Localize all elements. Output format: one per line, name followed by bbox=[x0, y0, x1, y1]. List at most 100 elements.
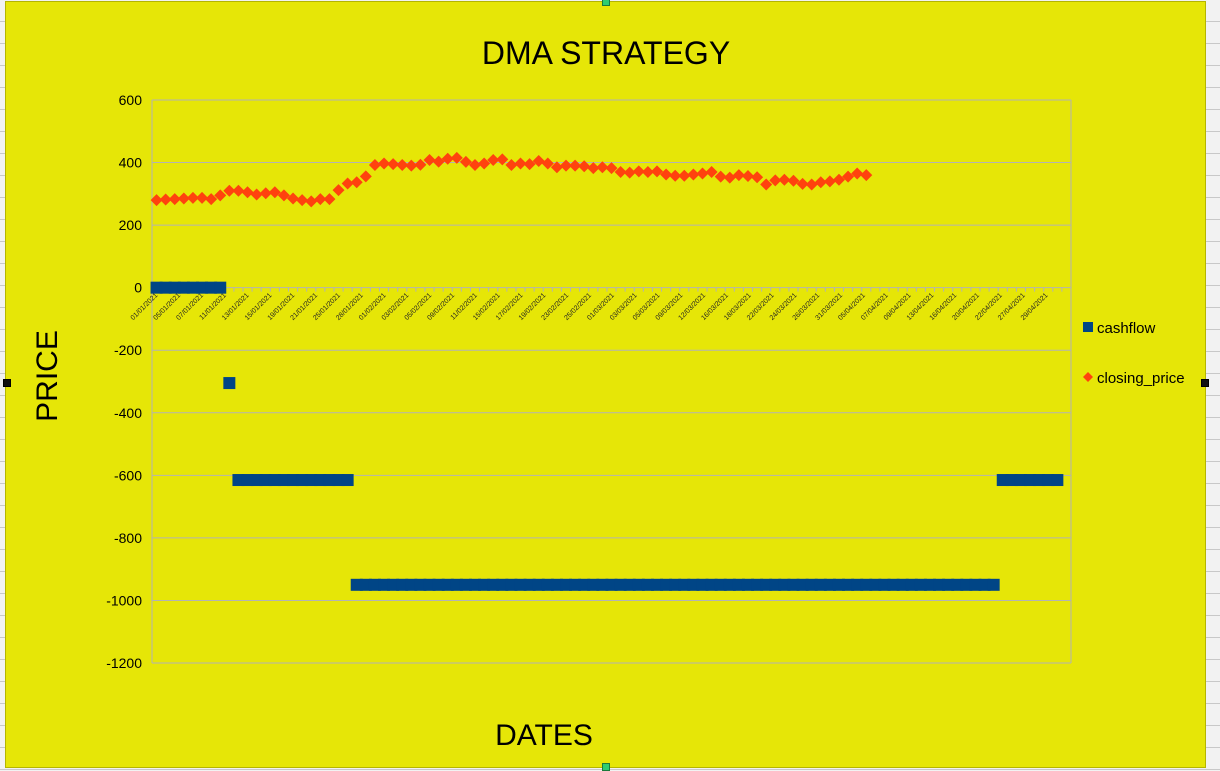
closing-price-point bbox=[259, 187, 272, 200]
cashflow-point bbox=[196, 281, 209, 294]
closing-price-point bbox=[423, 154, 436, 167]
closing-price-point bbox=[332, 184, 345, 197]
cashflow-point bbox=[387, 578, 400, 591]
selection-handle-right[interactable] bbox=[1201, 379, 1209, 387]
cashflow-point bbox=[587, 578, 600, 591]
y-tick-label: 0 bbox=[134, 280, 142, 296]
closing-price-point bbox=[796, 177, 809, 190]
closing-price-point bbox=[305, 195, 318, 208]
cashflow-point bbox=[423, 578, 436, 591]
closing-price-point bbox=[341, 177, 354, 190]
closing-price-point bbox=[532, 154, 545, 167]
cashflow-point bbox=[296, 474, 309, 487]
y-tick-label: -400 bbox=[114, 405, 142, 421]
cashflow-point bbox=[660, 578, 673, 591]
cashflow-point bbox=[396, 578, 409, 591]
cashflow-point bbox=[960, 578, 973, 591]
y-tick-label: 400 bbox=[119, 155, 143, 171]
closing-price-point bbox=[732, 169, 745, 182]
cashflow-point bbox=[996, 474, 1009, 487]
closing-price-point bbox=[387, 158, 400, 171]
closing-price-point bbox=[814, 176, 827, 189]
closing-price-point bbox=[787, 174, 800, 187]
closing-price-point bbox=[350, 176, 363, 189]
y-tick-label: -800 bbox=[114, 530, 142, 546]
cashflow-point bbox=[341, 474, 354, 487]
cashflow-point bbox=[1014, 474, 1027, 487]
closing-price-point bbox=[314, 193, 327, 206]
closing-price-point bbox=[214, 189, 227, 202]
legend-marker-cashflow bbox=[1083, 322, 1093, 332]
cashflow-point bbox=[259, 474, 272, 487]
cashflow-point bbox=[687, 578, 700, 591]
y-tick-label: 600 bbox=[119, 92, 143, 108]
closing-price-point bbox=[541, 157, 554, 170]
y-tick-label: -1000 bbox=[106, 592, 142, 608]
cashflow-point bbox=[623, 578, 636, 591]
cashflow-point bbox=[487, 578, 500, 591]
cashflow-point bbox=[842, 578, 855, 591]
cashflow-point bbox=[323, 474, 336, 487]
x-axis-title: DATES bbox=[495, 719, 593, 752]
cashflow-point bbox=[523, 578, 536, 591]
cashflow-point bbox=[641, 578, 654, 591]
cashflow-point bbox=[214, 281, 227, 294]
selection-handle-top[interactable] bbox=[602, 0, 610, 6]
cashflow-point bbox=[277, 474, 290, 487]
y-axis-title: PRICE bbox=[31, 330, 64, 422]
cashflow-point bbox=[287, 474, 300, 487]
closing-price-point bbox=[250, 188, 263, 201]
cashflow-point bbox=[250, 474, 263, 487]
cashflow-point bbox=[851, 578, 864, 591]
cashflow-point bbox=[987, 578, 1000, 591]
cashflow-point bbox=[378, 578, 391, 591]
closing-price-point bbox=[159, 193, 172, 206]
cashflow-point bbox=[696, 578, 709, 591]
closing-price-point bbox=[823, 175, 836, 188]
y-tick-label: -600 bbox=[114, 467, 142, 483]
selection-handle-left[interactable] bbox=[3, 379, 11, 387]
closing-price-point bbox=[150, 194, 163, 207]
closing-price-point bbox=[851, 167, 864, 180]
closing-price-point bbox=[414, 158, 427, 171]
closing-price-point bbox=[842, 170, 855, 183]
legend: cashflow closing_price bbox=[1083, 320, 1185, 387]
cashflow-point bbox=[168, 281, 181, 294]
closing-price-point bbox=[223, 184, 236, 197]
cashflow-point bbox=[205, 281, 218, 294]
chart-frame[interactable]: 600 400 200 0 -200 -400 -600 -800 -1000 -1200 01/… bbox=[5, 1, 1206, 768]
cashflow-point bbox=[541, 578, 554, 591]
cashflow-point bbox=[1051, 474, 1064, 487]
closing-price-point bbox=[723, 171, 736, 184]
cashflow-point bbox=[450, 578, 463, 591]
closing-price-point bbox=[560, 159, 573, 172]
y-tick-label: -200 bbox=[114, 342, 142, 358]
cashflow-point bbox=[432, 578, 445, 591]
cashflow-point bbox=[860, 578, 873, 591]
cashflow-point bbox=[878, 578, 891, 591]
grid-lines bbox=[151, 99, 1072, 664]
closing-price-point bbox=[241, 186, 254, 199]
legend-label-cashflow: cashflow bbox=[1097, 320, 1156, 337]
cashflow-point bbox=[896, 578, 909, 591]
closing-price-point bbox=[569, 159, 582, 172]
cashflow-point bbox=[441, 578, 454, 591]
cashflow-point bbox=[714, 578, 727, 591]
dma-strategy-chart: 600 400 200 0 -200 -400 -600 -800 -1000 -1200 01/… bbox=[31, 35, 1185, 752]
cashflow-point bbox=[678, 578, 691, 591]
y-tick-label: -1200 bbox=[106, 655, 142, 671]
cashflow-point bbox=[268, 474, 281, 487]
cashflow-point bbox=[1042, 474, 1055, 487]
cashflow-point bbox=[760, 578, 773, 591]
closing-price-point bbox=[550, 161, 563, 174]
cashflow-point bbox=[914, 578, 927, 591]
closing-price-point bbox=[505, 159, 518, 172]
closing-price-point bbox=[232, 184, 245, 197]
cashflow-point bbox=[560, 578, 573, 591]
cashflow-point bbox=[741, 578, 754, 591]
cashflow-point bbox=[496, 578, 509, 591]
cashflow-point bbox=[887, 578, 900, 591]
cashflow-point bbox=[532, 578, 545, 591]
cashflow-point bbox=[951, 578, 964, 591]
cashflow-point bbox=[177, 281, 190, 294]
